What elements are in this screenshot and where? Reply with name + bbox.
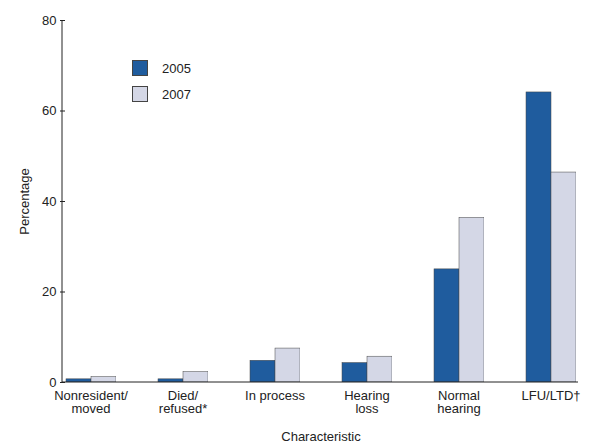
- html-text:2007: 2007: [162, 86, 191, 102]
- svg-text:Percentage: Percentage: [17, 168, 32, 235]
- svg-text:40: 40: [42, 194, 56, 209]
- svg-text:In process: In process: [245, 388, 305, 403]
- svg-text:0: 0: [49, 375, 56, 390]
- svg-text:60: 60: [42, 103, 56, 118]
- svg-text:20: 20: [42, 284, 56, 299]
- svg-text:80: 80: [42, 13, 56, 28]
- svg-text:Nonresident/moved: Nonresident/moved: [54, 388, 128, 416]
- svg-text:LFU/LTD†: LFU/LTD†: [522, 388, 581, 403]
- svg-text:Characteristic: Characteristic: [281, 429, 361, 444]
- svg-text:Normalhearing: Normalhearing: [437, 388, 480, 416]
- svg-text:Hearingloss: Hearingloss: [344, 388, 390, 416]
- html-text:2005: 2005: [162, 60, 191, 76]
- svg-text:Died/refused*: Died/refused*: [159, 388, 207, 416]
